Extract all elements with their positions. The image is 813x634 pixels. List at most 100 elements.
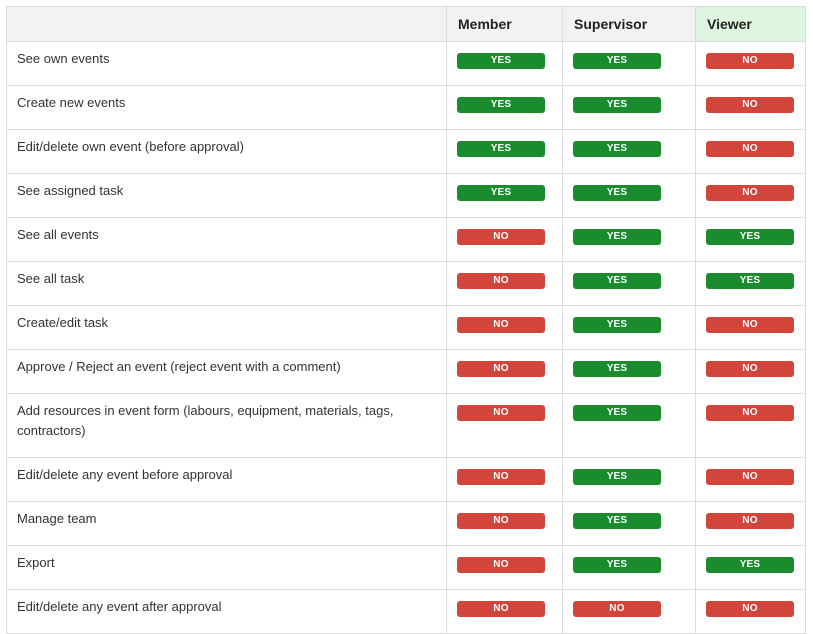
- status-badge: YES: [573, 53, 661, 69]
- permission-label: See assigned task: [6, 173, 447, 218]
- member-cell: NO: [446, 393, 563, 458]
- viewer-cell: NO: [695, 393, 806, 458]
- table-row: Add resources in event form (labours, eq…: [6, 393, 806, 458]
- viewer-cell: NO: [695, 173, 806, 218]
- table-row: See assigned task YES YES NO: [6, 173, 806, 218]
- status-badge: NO: [706, 141, 794, 157]
- status-badge: YES: [706, 229, 794, 245]
- status-badge: YES: [457, 141, 545, 157]
- permission-label: Create new events: [6, 85, 447, 130]
- status-badge: YES: [573, 97, 661, 113]
- member-cell: NO: [446, 589, 563, 634]
- member-cell: NO: [446, 349, 563, 394]
- status-badge: NO: [457, 513, 545, 529]
- supervisor-cell: YES: [562, 173, 696, 218]
- status-badge: YES: [457, 97, 545, 113]
- viewer-cell: YES: [695, 545, 806, 590]
- status-badge: NO: [706, 469, 794, 485]
- status-badge: YES: [573, 273, 661, 289]
- viewer-cell: NO: [695, 589, 806, 634]
- member-cell: NO: [446, 501, 563, 546]
- status-badge: YES: [573, 405, 661, 421]
- status-badge: YES: [457, 53, 545, 69]
- permission-label: See all events: [6, 217, 447, 262]
- viewer-cell: NO: [695, 85, 806, 130]
- table-row: Edit/delete any event after approval NO …: [6, 589, 806, 634]
- supervisor-cell: YES: [562, 501, 696, 546]
- permission-label: Approve / Reject an event (reject event …: [6, 349, 447, 394]
- status-badge: NO: [457, 361, 545, 377]
- member-cell: YES: [446, 85, 563, 130]
- viewer-cell: NO: [695, 349, 806, 394]
- member-cell: YES: [446, 173, 563, 218]
- supervisor-cell: YES: [562, 41, 696, 86]
- table-row: Approve / Reject an event (reject event …: [6, 349, 806, 394]
- permission-label: See own events: [6, 41, 447, 86]
- status-badge: YES: [573, 513, 661, 529]
- permission-label: Export: [6, 545, 447, 590]
- status-badge: NO: [706, 317, 794, 333]
- permission-label: Edit/delete any event after approval: [6, 589, 447, 634]
- viewer-cell: YES: [695, 261, 806, 306]
- supervisor-cell: YES: [562, 261, 696, 306]
- status-badge: NO: [706, 185, 794, 201]
- member-cell: NO: [446, 261, 563, 306]
- permissions-table: Member Supervisor Viewer See own events …: [6, 6, 806, 634]
- status-badge: YES: [573, 361, 661, 377]
- status-badge: NO: [706, 601, 794, 617]
- status-badge: YES: [573, 557, 661, 573]
- status-badge: NO: [706, 53, 794, 69]
- permission-label: See all task: [6, 261, 447, 306]
- header-row: Member Supervisor Viewer: [6, 6, 806, 42]
- table-header: Member Supervisor Viewer: [6, 6, 806, 42]
- supervisor-cell: YES: [562, 545, 696, 590]
- status-badge: NO: [457, 469, 545, 485]
- supervisor-cell: YES: [562, 349, 696, 394]
- header-permission: [6, 6, 447, 42]
- status-badge: NO: [457, 317, 545, 333]
- status-badge: NO: [706, 361, 794, 377]
- permission-label: Edit/delete own event (before approval): [6, 129, 447, 174]
- status-badge: YES: [706, 273, 794, 289]
- permission-label: Edit/delete any event before approval: [6, 457, 447, 502]
- member-cell: NO: [446, 545, 563, 590]
- viewer-cell: NO: [695, 501, 806, 546]
- member-cell: YES: [446, 41, 563, 86]
- permission-label: Add resources in event form (labours, eq…: [6, 393, 447, 458]
- viewer-cell: NO: [695, 129, 806, 174]
- table-row: Edit/delete own event (before approval) …: [6, 129, 806, 174]
- table-body: See own events YES YES NO Create new eve…: [6, 41, 806, 634]
- permission-label: Create/edit task: [6, 305, 447, 350]
- status-badge: YES: [573, 469, 661, 485]
- table-row: See own events YES YES NO: [6, 41, 806, 86]
- status-badge: NO: [706, 97, 794, 113]
- status-badge: NO: [457, 405, 545, 421]
- status-badge: NO: [706, 405, 794, 421]
- supervisor-cell: YES: [562, 129, 696, 174]
- header-viewer: Viewer: [695, 6, 806, 42]
- status-badge: YES: [573, 185, 661, 201]
- supervisor-cell: YES: [562, 85, 696, 130]
- table-row: Edit/delete any event before approval NO…: [6, 457, 806, 502]
- member-cell: NO: [446, 217, 563, 262]
- table-row: See all events NO YES YES: [6, 217, 806, 262]
- viewer-cell: NO: [695, 457, 806, 502]
- header-supervisor: Supervisor: [562, 6, 696, 42]
- permission-label: Manage team: [6, 501, 447, 546]
- status-badge: YES: [573, 141, 661, 157]
- member-cell: NO: [446, 457, 563, 502]
- status-badge: NO: [573, 601, 661, 617]
- status-badge: NO: [706, 513, 794, 529]
- viewer-cell: YES: [695, 217, 806, 262]
- status-badge: YES: [706, 557, 794, 573]
- supervisor-cell: YES: [562, 305, 696, 350]
- member-cell: NO: [446, 305, 563, 350]
- supervisor-cell: YES: [562, 393, 696, 458]
- status-badge: YES: [573, 229, 661, 245]
- table-row: Create new events YES YES NO: [6, 85, 806, 130]
- supervisor-cell: NO: [562, 589, 696, 634]
- status-badge: YES: [457, 185, 545, 201]
- header-member: Member: [446, 6, 563, 42]
- table-row: Manage team NO YES NO: [6, 501, 806, 546]
- status-badge: NO: [457, 229, 545, 245]
